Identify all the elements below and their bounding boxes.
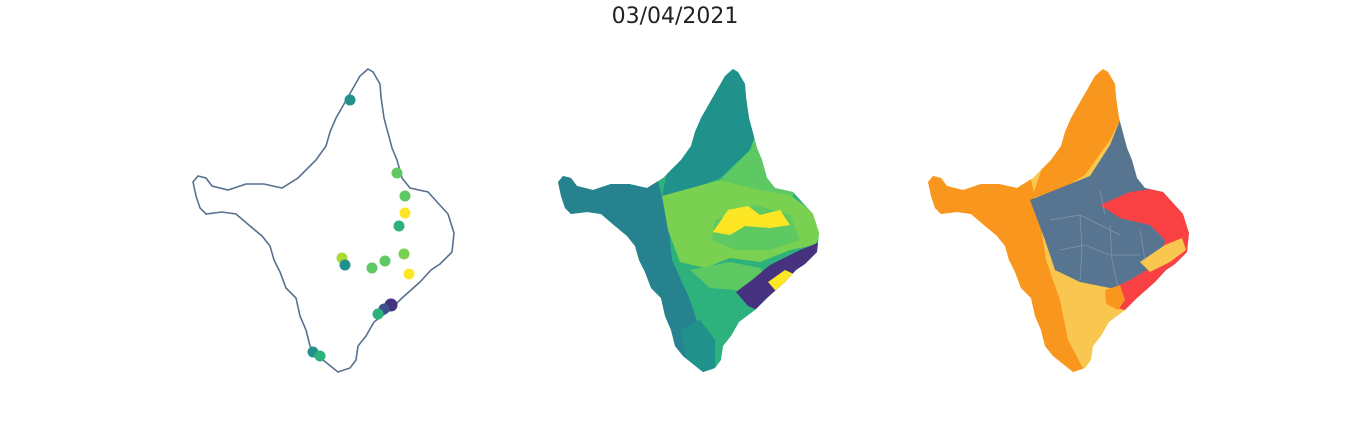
region-slate — [1030, 100, 1189, 300]
region-orange-patch — [1105, 285, 1125, 310]
station-point — [314, 350, 326, 362]
station-point — [366, 262, 378, 274]
region-light-orange-strip — [1140, 238, 1186, 272]
figure-title: 03/04/2021 — [611, 4, 739, 29]
interpolated-map — [558, 69, 819, 372]
stations-map — [192, 68, 455, 373]
station-point — [391, 167, 403, 179]
classified-map — [928, 69, 1189, 372]
station-point — [393, 220, 405, 232]
station-point — [399, 207, 411, 219]
station-point — [344, 94, 356, 106]
station-point — [398, 248, 410, 260]
region-orange-north — [1032, 69, 1130, 198]
station-point — [399, 190, 411, 202]
region-north — [662, 69, 765, 196]
station-point — [379, 255, 391, 267]
station-point — [339, 259, 351, 271]
region-center-yellow — [713, 206, 790, 235]
region-south-teal — [680, 320, 715, 372]
district-boundaries — [1049, 189, 1146, 289]
state-outline — [192, 68, 455, 373]
station-point — [403, 268, 415, 280]
station-point — [372, 308, 384, 320]
station-points — [307, 94, 415, 362]
